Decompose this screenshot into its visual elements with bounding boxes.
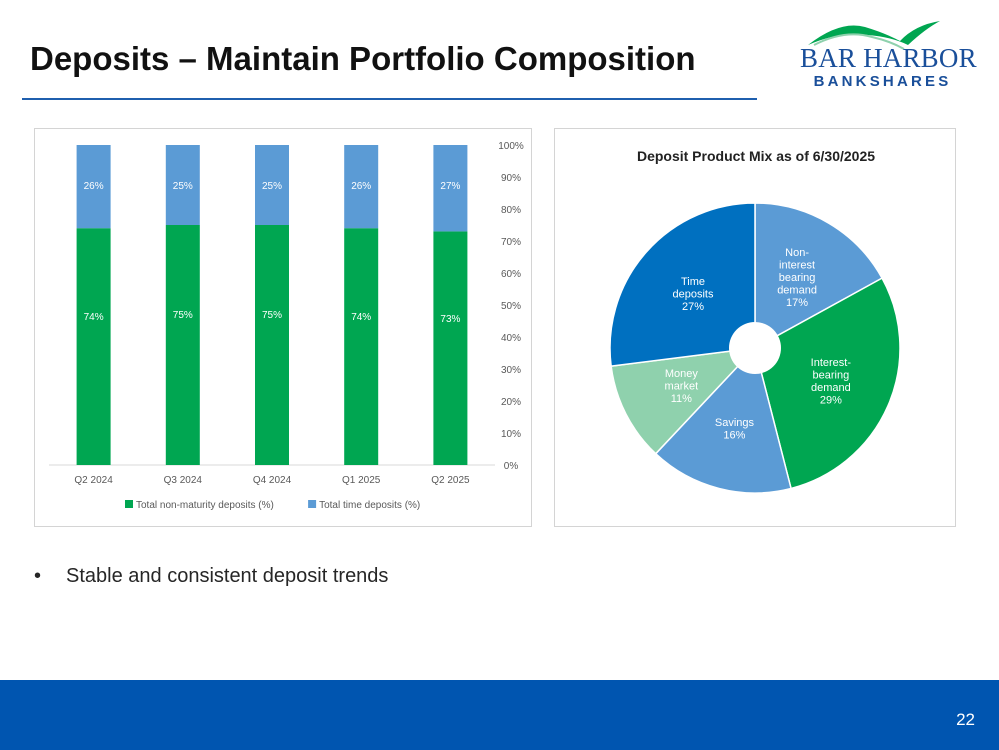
donut-hole (729, 322, 781, 374)
legend-swatch (125, 500, 133, 508)
legend-swatch (308, 500, 317, 508)
pie-label-line: deposits (673, 288, 714, 300)
y-tick-label: 60% (501, 269, 521, 280)
y-tick-label: 40% (501, 333, 521, 344)
title-underline (22, 98, 757, 100)
y-tick-label: 30% (501, 365, 521, 376)
bullet-item: • Stable and consistent deposit trends (34, 565, 388, 588)
slide-title: Deposits – Maintain Portfolio Compositio… (30, 40, 696, 77)
pie-label-line: 27% (682, 301, 704, 313)
pie-label-line: Money (665, 368, 699, 380)
pie-label-line: Time (681, 276, 705, 288)
pie-slice-label: Non-interest bearing demand 17% (777, 247, 817, 309)
x-tick-label: Q2 2025 (431, 475, 470, 486)
bar-segment-non-maturity (255, 225, 289, 465)
y-tick-label: 10% (501, 429, 521, 440)
pie-label-line: 29% (820, 395, 842, 407)
bar-segment-non-maturity (433, 231, 468, 465)
page-number: 22 (956, 710, 975, 729)
pie-label-line: interest (779, 259, 815, 271)
bar-data-label: 26% (84, 181, 104, 192)
bar-harbor-logo: BAR HARBOR BANKSHARES (800, 15, 977, 95)
pie-slice-label: Money market 11% (665, 368, 699, 405)
y-tick-label: 80% (501, 205, 521, 216)
slice-money-market (610, 346, 757, 455)
bar-data-label: 74% (84, 312, 104, 323)
bar-data-label: 25% (173, 181, 193, 192)
stacked-bar-chart-panel: 0% 10% 20% 30% 40% 50% 60% 70% 80% 90% 100% 74% 26% Q… (34, 128, 532, 527)
pie-label-line: 17% (786, 297, 808, 309)
bar-segment-time-deposits (255, 145, 289, 225)
y-tick-label: 70% (501, 237, 521, 248)
logo-text-bankshares: BANKSHARES (813, 73, 952, 90)
y-tick-label: 0% (504, 461, 519, 472)
bar-segment-time-deposits (344, 145, 379, 229)
x-tick-label: Q4 2024 (253, 475, 292, 486)
bar-segment-time-deposits (76, 145, 111, 229)
slice-time-deposits (609, 202, 756, 368)
bar-segment-non-maturity (344, 228, 379, 465)
bar-data-label: 25% (262, 181, 282, 192)
x-tick-label: Q3 2024 (164, 475, 203, 486)
pie-label-line: Savings (715, 417, 755, 429)
pie-slice-label: Interest-bearing demand 29% (811, 357, 852, 407)
x-tick-label: Q2 2024 (74, 475, 113, 486)
pie-chart-title: Deposit Product Mix as of 6/30/2025 (637, 148, 875, 164)
bar-data-label: 73% (440, 314, 460, 325)
pie-label-line: bearing (813, 370, 850, 382)
x-tick-label: Q1 2025 (342, 475, 381, 486)
pie-label-line: demand (777, 284, 817, 296)
bar-data-label: 27% (440, 181, 460, 192)
y-tick-label: 90% (501, 173, 521, 184)
pie-chart-panel: Deposit Product Mix as of 6/30/2025 Non-i… (554, 128, 956, 527)
pie-label-line: Non- (785, 247, 809, 259)
pie-slice-label: Time deposits 27% (673, 276, 714, 313)
pie-label-line: Interest- (811, 357, 852, 369)
pie-slice-label: Savings 16% (715, 417, 755, 442)
slice-savings (654, 346, 792, 494)
mountain-logo-icon (808, 21, 940, 50)
legend-label: Total time deposits (%) (319, 500, 420, 511)
pie-label-line: bearing (779, 272, 816, 284)
pie-label-line: market (665, 381, 699, 393)
bar-data-label: 75% (262, 310, 282, 321)
bullet-dot-icon: • (34, 565, 42, 587)
deposit-mix-pie-chart: Deposit Product Mix as of 6/30/2025 Non-i… (609, 148, 901, 494)
slice-non-interest-bearing-demand (754, 202, 884, 350)
bar-segment-non-maturity (165, 225, 200, 465)
pie-label-line: 16% (723, 429, 745, 441)
bar-segment-time-deposits (165, 145, 200, 225)
y-tick-label: 20% (501, 397, 521, 408)
y-tick-label: 100% (498, 141, 524, 152)
logo-text-bar-harbor: BAR HARBOR (800, 43, 977, 73)
slice-interest-bearing-demand (754, 277, 901, 490)
bar-segment-time-deposits (433, 145, 468, 232)
bullet-list: • Stable and consistent deposit trends (34, 565, 388, 588)
pie-label-line: demand (811, 382, 851, 394)
stacked-bar-chart: 0% 10% 20% 30% 40% 50% 60% 70% 80% 90% 100% 74% 26% Q… (49, 141, 524, 511)
bar-data-label: 75% (173, 310, 193, 321)
legend-label: Total non-maturity deposits (%) (136, 500, 274, 511)
bullet-text: Stable and consistent deposit trends (66, 565, 389, 587)
bar-segment-non-maturity (76, 228, 111, 465)
bar-data-label: 74% (351, 312, 371, 323)
bar-data-label: 26% (351, 181, 371, 192)
y-tick-label: 50% (501, 301, 521, 312)
footer-bar: 22 (0, 680, 999, 750)
pie-label-line: 11% (671, 393, 692, 405)
